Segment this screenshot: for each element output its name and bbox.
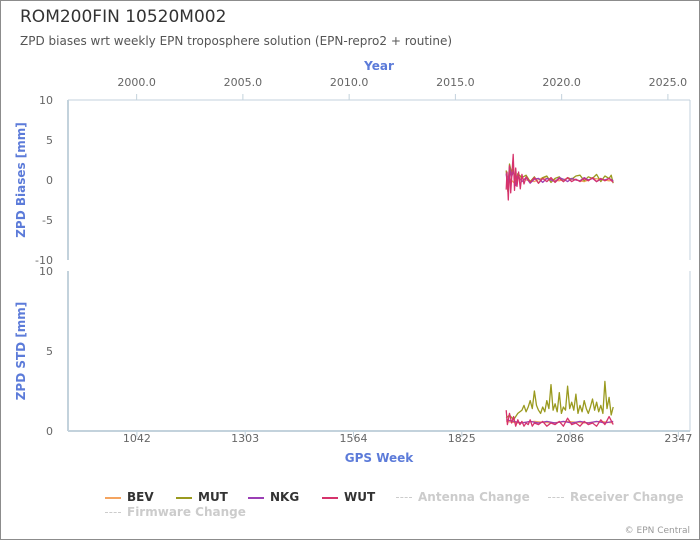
- legend-item-mut[interactable]: MUT: [176, 489, 228, 505]
- top-axis-tick-label: 2025.0: [649, 76, 688, 89]
- legend-item-firmware-change[interactable]: Firmware Change: [105, 504, 246, 520]
- legend-swatch: [322, 496, 338, 499]
- chart-subtitle: ZPD biases wrt weekly EPN troposphere so…: [20, 34, 453, 48]
- top-axis-title: Year: [363, 59, 394, 73]
- bias-y-tick-label: 0: [46, 174, 53, 187]
- legend-label: BEV: [127, 490, 154, 504]
- credits-text: © EPN Central: [624, 526, 690, 536]
- legend-item-receiver-change[interactable]: Receiver Change: [548, 489, 684, 505]
- bottom-axis-tick-label: 2086: [556, 432, 584, 445]
- bias-y-tick-label: -10: [35, 254, 53, 267]
- bottom-axis-tick-label: 1042: [123, 432, 151, 445]
- legend-item-wut[interactable]: WUT: [322, 489, 375, 505]
- legend-label: Antenna Change: [418, 490, 530, 504]
- top-axis-tick-label: 2020.0: [542, 76, 581, 89]
- top-axis-tick-label: 2005.0: [224, 76, 263, 89]
- std-y-axis-title: ZPD STD [mm]: [14, 302, 28, 401]
- legend-swatch: [548, 497, 564, 498]
- legend-swatch: [105, 512, 121, 513]
- std-y-tick-label: 5: [46, 345, 53, 358]
- legend-swatch: [105, 496, 121, 499]
- top-axis-tick-label: 2000.0: [117, 76, 156, 89]
- bias-y-axis-title: ZPD Biases [mm]: [14, 122, 28, 238]
- legend-label: Receiver Change: [570, 490, 684, 504]
- bias-y-tick-label: 10: [39, 94, 53, 107]
- std-y-tick-label: 0: [46, 425, 53, 438]
- bottom-axis-tick-label: 1825: [448, 432, 476, 445]
- bottom-axis-tick-label: 1303: [231, 432, 259, 445]
- legend-label: MUT: [198, 490, 228, 504]
- bias-y-tick-label: 5: [46, 134, 53, 147]
- bias-y-tick-label: -5: [42, 214, 53, 227]
- bottom-axis-tick-label: 1564: [339, 432, 367, 445]
- bottom-axis-title: GPS Week: [345, 451, 415, 465]
- legend-label: WUT: [344, 490, 376, 504]
- legend-swatch: [396, 497, 412, 498]
- bottom-axis-tick-label: 2347: [664, 432, 692, 445]
- legend-swatch: [248, 496, 264, 499]
- legend-label: NKG: [270, 490, 300, 504]
- std-y-tick-label: 10: [39, 265, 53, 278]
- legend-swatch: [176, 496, 192, 499]
- std-series-mut: [505, 380, 614, 421]
- legend-item-antenna-change[interactable]: Antenna Change: [396, 489, 530, 505]
- legend-item-bev[interactable]: BEV: [105, 489, 154, 505]
- std-series-wut: [505, 410, 614, 427]
- chart-title: ROM200FIN 10520M002: [20, 7, 227, 27]
- top-axis-tick-label: 2010.0: [330, 76, 369, 89]
- legend-item-nkg[interactable]: NKG: [248, 489, 299, 505]
- bias-series-wut: [505, 153, 614, 201]
- legend-label: Firmware Change: [127, 505, 246, 519]
- top-axis-tick-label: 2015.0: [436, 76, 475, 89]
